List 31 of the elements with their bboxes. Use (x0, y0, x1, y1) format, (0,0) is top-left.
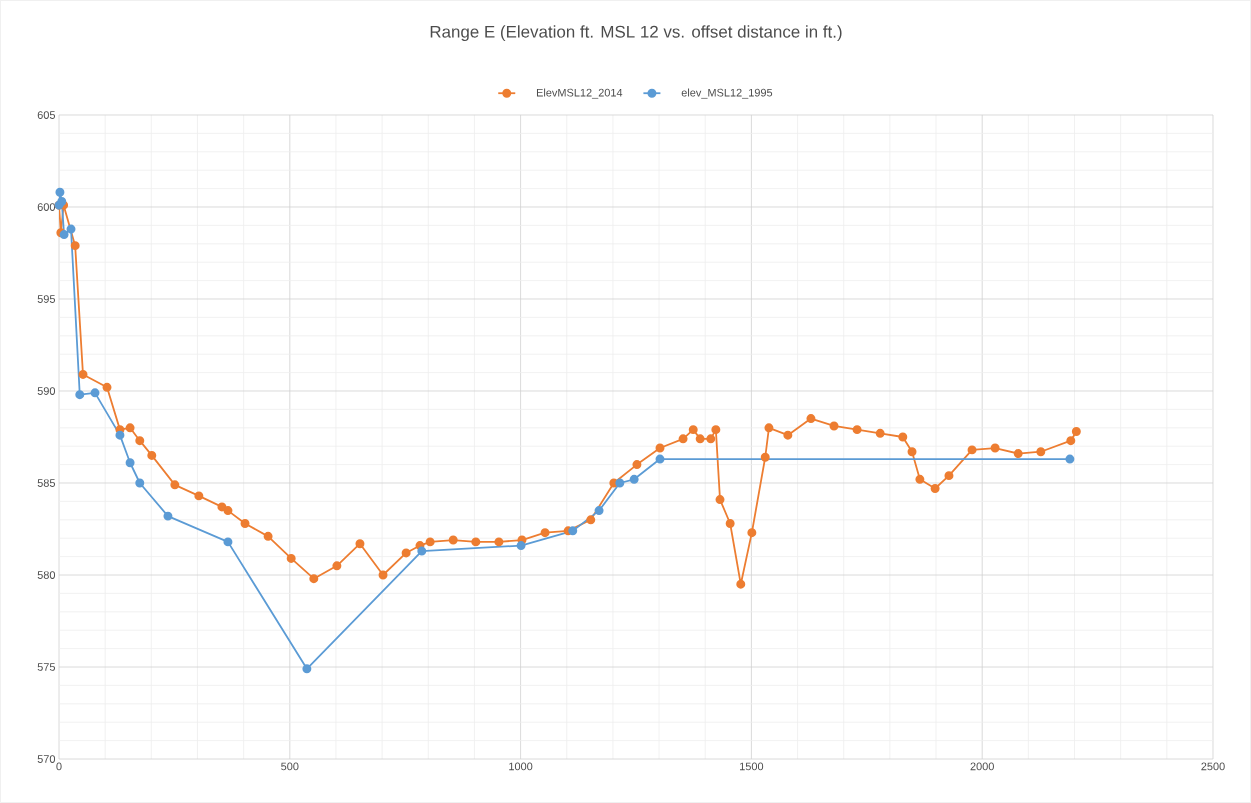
point (302, 664, 312, 674)
x-tick-label: 2000 (970, 762, 994, 771)
point (594, 506, 604, 516)
y-tick-label: 570 (37, 755, 56, 763)
x-tick-label: 1000 (509, 762, 533, 771)
point (1065, 454, 1075, 464)
chart-title: Range E (Elevation ft. MSL 12 vs. offset distance in ft.) (430, 25, 842, 42)
x-tick-label: 2500 (1201, 762, 1225, 771)
point (223, 537, 233, 547)
point (55, 187, 65, 197)
y-tick-label: 585 (37, 479, 56, 487)
point (75, 390, 85, 400)
y-tick-label: 605 (37, 111, 56, 119)
legend-label: ElevMSL12_2014 (536, 88, 623, 99)
point (90, 388, 100, 398)
point (57, 196, 67, 206)
y-tick-label: 590 (37, 387, 56, 395)
y-tick-label: 595 (37, 295, 56, 303)
x-tick-label: 0 (56, 762, 62, 771)
y-tick-label: 575 (37, 663, 56, 671)
y-tick-label: 600 (37, 203, 56, 211)
point (655, 454, 665, 464)
y-tick-label: 580 (37, 571, 56, 579)
point (66, 224, 76, 234)
point (135, 478, 145, 488)
point (629, 474, 639, 484)
point (125, 458, 135, 468)
x-tick-label: 1500 (740, 762, 764, 771)
x-tick-label: 500 (281, 762, 299, 771)
point (163, 511, 173, 521)
legend-label: elev_MSL12_1995 (681, 88, 773, 99)
